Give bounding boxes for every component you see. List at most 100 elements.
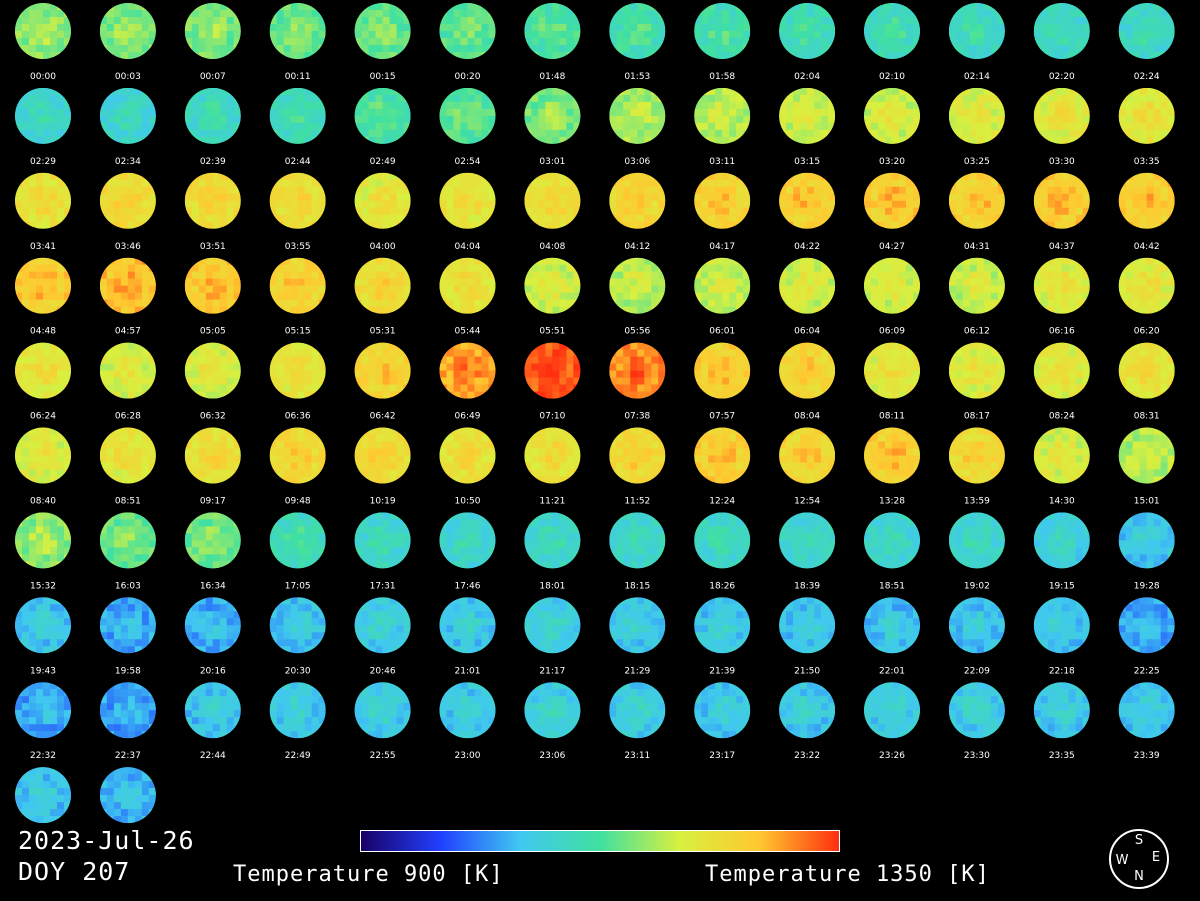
compass-n: N	[1134, 869, 1144, 884]
tile-time-label: 04:12	[624, 242, 650, 252]
tile-time-label: 22:18	[1049, 666, 1075, 676]
thermal-tile: 23:39	[1118, 682, 1175, 761]
thermal-tile: 19:28	[1118, 512, 1175, 591]
thermal-tile: 05:56	[609, 257, 666, 337]
tile-time-label: 02:39	[200, 157, 226, 167]
tile-time-label: 10:50	[455, 497, 481, 507]
thermal-tile: 08:17	[948, 342, 1005, 422]
tile-time-label: 02:34	[115, 157, 141, 167]
tile-time-label: 22:09	[964, 666, 990, 676]
thermal-tile: 12:24	[694, 427, 751, 507]
thermal-tile: 13:59	[948, 427, 1005, 507]
tile-time-label: 03:35	[1134, 157, 1160, 167]
thermal-tile: 07:10	[524, 342, 581, 422]
tile-time-label: 06:12	[964, 327, 990, 337]
thermal-tile: 03:46	[99, 172, 156, 252]
tile-time-label: 06:01	[709, 327, 735, 337]
tile-time-label: 00:20	[455, 72, 481, 82]
thermal-tile: 22:37	[99, 682, 156, 761]
tile-time-label: 13:28	[879, 497, 905, 507]
tile-time-label: 04:22	[794, 242, 820, 252]
tile-time-label: 03:30	[1049, 157, 1075, 167]
thermal-tile: 09:17	[184, 427, 241, 507]
tile-time-label: 23:11	[624, 751, 650, 761]
tile-time-label: 02:10	[879, 72, 905, 82]
tile-time-label: 21:39	[709, 666, 735, 676]
thermal-tile: 18:26	[694, 512, 751, 591]
thermal-tile: 01:48	[524, 3, 581, 82]
tile-time-label: 04:42	[1134, 242, 1160, 252]
thermal-tile: 04:08	[524, 172, 581, 252]
thermal-tile: 03:30	[1033, 87, 1090, 167]
tile-time-label: 08:11	[879, 412, 905, 422]
thermal-tile: 03:41	[15, 172, 71, 252]
tile-time-label: 03:11	[709, 157, 735, 167]
tile-time-label: 02:20	[1049, 72, 1075, 82]
tile-time-label: 05:56	[624, 327, 650, 337]
thermal-tile: 00:20	[439, 3, 496, 82]
thermal-tile: 03:55	[269, 172, 326, 252]
tile-time-label: 00:15	[370, 72, 396, 82]
tile-time-label: 21:50	[794, 666, 820, 676]
tile-time-label: 02:29	[30, 157, 56, 167]
tile-time-label: 03:51	[200, 242, 226, 252]
tile-time-label: 08:24	[1049, 412, 1075, 422]
thermal-tile: 07:57	[694, 342, 751, 422]
tile-time-label: 05:31	[370, 327, 396, 337]
tile-time-label: 22:44	[200, 751, 226, 761]
thermal-tile: 03:06	[609, 87, 666, 167]
tile-time-label: 05:05	[200, 327, 226, 337]
tile-time-label: 17:05	[285, 581, 311, 591]
thermal-tile: 23:00	[439, 682, 496, 761]
tile-time-label: 23:22	[794, 751, 820, 761]
tile-time-label: 02:04	[794, 72, 820, 82]
thermal-tile: 06:49	[439, 342, 496, 422]
tile-time-label: 22:32	[30, 751, 56, 761]
tile-time-label: 15:32	[30, 581, 56, 591]
tile-time-label: 20:46	[370, 666, 396, 676]
tile-time-label: 01:58	[709, 72, 735, 82]
tile-time-label: 19:15	[1049, 581, 1075, 591]
tile-time-label: 18:01	[539, 581, 565, 591]
tile-time-label: 07:57	[709, 412, 735, 422]
thermal-tile: 04:42	[1118, 172, 1175, 252]
thermal-tile: 23:17	[694, 682, 751, 761]
thermal-tile: 14:30	[1033, 427, 1090, 507]
tile-time-label: 10:19	[370, 497, 396, 507]
tile-time-label: 17:31	[370, 581, 396, 591]
thermal-tile: 02:24	[1118, 3, 1175, 82]
tile-time-label: 22:49	[285, 751, 311, 761]
tile-time-label: 06:20	[1134, 327, 1160, 337]
thermal-tile: 22:55	[354, 682, 411, 761]
thermal-tile: 04:27	[864, 172, 920, 252]
tile-time-label: 03:25	[964, 157, 990, 167]
thermal-tile: 00:07	[184, 3, 241, 82]
thermal-tile: 19:58	[99, 597, 156, 676]
thermal-tile: 03:15	[779, 87, 836, 167]
thermal-tile: 06:24	[15, 342, 71, 422]
thermal-tile: 06:28	[99, 342, 156, 422]
thermal-tile: 05:44	[439, 257, 496, 337]
thermal-tile: 02:34	[99, 87, 156, 167]
thermal-tile: 08:51	[99, 427, 156, 507]
tile-time-label: 18:39	[794, 581, 820, 591]
thermal-tile: 02:44	[269, 87, 326, 167]
thermal-tile: 06:04	[779, 257, 836, 337]
tile-time-label: 08:17	[964, 412, 990, 422]
tile-time-label: 11:21	[539, 497, 565, 507]
thermal-tile: 13:28	[864, 427, 920, 507]
thermal-tile: 04:17	[694, 172, 751, 252]
thermal-tile: 06:42	[354, 342, 411, 422]
thermal-tile: 23:11	[609, 682, 666, 761]
tile-time-label: 18:15	[624, 581, 650, 591]
tile-time-label: 02:44	[285, 157, 311, 167]
thermal-tile: 04:37	[1033, 172, 1090, 252]
tile-time-label: 03:55	[285, 242, 311, 252]
tile-time-label: 03:15	[794, 157, 820, 167]
tile-time-label: 20:30	[285, 666, 311, 676]
thermal-tile: 23:30	[948, 682, 1005, 761]
thermal-tile: 10:19	[354, 427, 411, 507]
thermal-tile: 00:15	[354, 3, 411, 82]
thermal-tile: 21:17	[524, 597, 581, 676]
